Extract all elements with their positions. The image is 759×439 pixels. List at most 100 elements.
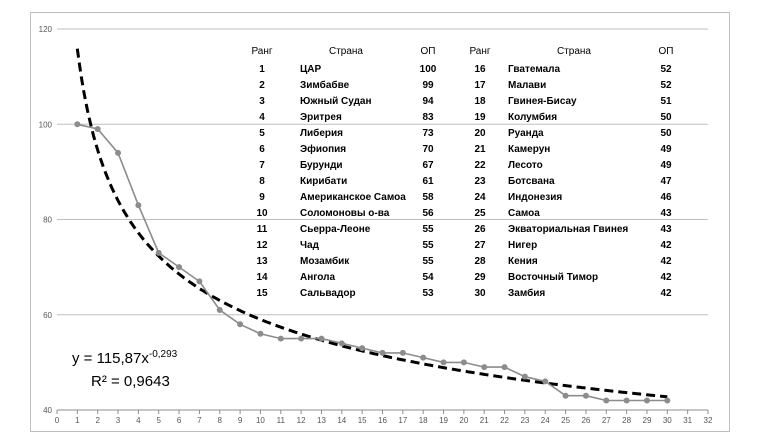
table-rank: 5: [259, 128, 265, 139]
table-rank: 13: [256, 256, 268, 267]
x-tick-label: 31: [683, 416, 692, 425]
table-country: Кения: [508, 256, 538, 267]
data-point: [379, 349, 386, 356]
table-value: 42: [660, 272, 672, 283]
x-tick-label: 22: [500, 416, 509, 425]
table-rank: 15: [256, 288, 268, 299]
table-value: 55: [422, 224, 434, 235]
data-point: [582, 392, 589, 399]
table-header-country: Страна: [329, 46, 363, 57]
table-rank: 29: [474, 272, 486, 283]
table-country: Американское Самоа: [300, 192, 406, 203]
x-tick-label: 24: [541, 416, 550, 425]
table-rank: 21: [474, 144, 486, 155]
x-tick-label: 8: [218, 416, 223, 425]
table-rank: 1: [259, 64, 265, 75]
table-rank: 18: [474, 96, 486, 107]
ranking-table: Ранг Страна ОП Ранг Страна ОП 1 ЦАР 100 2 Зимбабве…: [251, 46, 673, 299]
table-rank: 25: [474, 208, 486, 219]
data-point: [399, 349, 406, 356]
data-point: [420, 354, 427, 361]
x-tick-label: 30: [663, 416, 672, 425]
table-header-rank: Ранг: [469, 46, 490, 57]
data-point: [481, 364, 488, 371]
table-value: 49: [660, 144, 672, 155]
table-country: Сьерра-Леоне: [300, 224, 371, 235]
table-rank: 24: [474, 192, 486, 203]
x-tick-label: 3: [116, 416, 121, 425]
table-rank: 27: [474, 240, 486, 251]
table-rank: 14: [256, 272, 268, 283]
table-rank: 12: [256, 240, 268, 251]
x-tick-label: 1: [75, 416, 80, 425]
table-country: Руанда: [508, 128, 544, 139]
trendline: [75, 48, 668, 399]
data-point: [501, 364, 508, 371]
table-country: Восточный Тимор: [508, 272, 598, 283]
table-country: Либерия: [300, 127, 343, 139]
data-point: [115, 149, 122, 156]
trendline-equation: y = 115,87x-0,293 R² = 0,9643: [72, 349, 178, 390]
table-rank: 8: [259, 176, 265, 187]
table-country: Ангола: [300, 272, 336, 283]
series-line: [77, 123, 668, 402]
data-point: [318, 335, 325, 342]
data-point: [277, 335, 284, 342]
data-point: [298, 335, 305, 342]
table-rank: 23: [474, 176, 486, 187]
table-country: Малави: [508, 80, 546, 91]
chart-frame: [30, 12, 730, 432]
table-value: 94: [422, 96, 434, 107]
x-tick-label: 21: [480, 416, 489, 425]
table-header-country: Страна: [557, 46, 591, 57]
table-value: 56: [422, 208, 434, 219]
table-value: 70: [422, 144, 434, 155]
y-tick-label: 80: [43, 216, 52, 225]
x-tick-label: 19: [439, 416, 448, 425]
data-point: [440, 359, 447, 366]
table-value: 55: [422, 240, 434, 251]
x-tick-label: 26: [581, 416, 590, 425]
axes: [56, 409, 709, 414]
table-country: Нигер: [508, 240, 537, 251]
x-tick-label: 4: [136, 416, 141, 425]
table-country: Мозамбик: [300, 255, 350, 267]
table-value: 52: [660, 80, 672, 91]
table-value: 73: [422, 128, 434, 139]
table-rank: 7: [259, 160, 265, 171]
x-tick-label: 9: [238, 416, 243, 425]
x-tick-label: 7: [197, 416, 202, 425]
x-tick-label: 5: [156, 416, 161, 425]
x-tick-label: 18: [419, 416, 428, 425]
x-tick-label: 20: [459, 416, 468, 425]
table-rank: 4: [259, 112, 265, 123]
table-rank: 10: [256, 208, 268, 219]
table-rank: 16: [474, 64, 486, 75]
table-country: Индонезия: [508, 192, 562, 203]
table-rank: 30: [474, 288, 486, 299]
data-point: [176, 264, 183, 271]
x-tick-label: 14: [337, 416, 346, 425]
table-header-value: ОП: [659, 46, 674, 57]
data-point: [94, 126, 101, 133]
x-tick-label: 27: [602, 416, 611, 425]
data-points: [74, 121, 671, 404]
x-tick-label: 28: [622, 416, 631, 425]
table-country: Бурунди: [300, 160, 343, 171]
data-point: [196, 278, 203, 285]
table-rank: 3: [259, 96, 265, 107]
table-value: 58: [422, 192, 434, 203]
table-country: Замбия: [508, 287, 545, 299]
equation-text: y = 115,87x-0,293: [72, 349, 178, 367]
x-tick-label: 32: [704, 416, 713, 425]
table-rank: 17: [474, 80, 486, 91]
y-tick-label: 120: [39, 25, 53, 34]
x-tick-label: 16: [378, 416, 387, 425]
equation-exponent: -0,293: [149, 349, 178, 360]
table-country: Зимбабве: [300, 79, 350, 91]
data-point: [338, 340, 345, 347]
table-value: 46: [660, 192, 672, 203]
table-header-rank: Ранг: [251, 46, 272, 57]
y-tick-label: 60: [43, 311, 52, 320]
